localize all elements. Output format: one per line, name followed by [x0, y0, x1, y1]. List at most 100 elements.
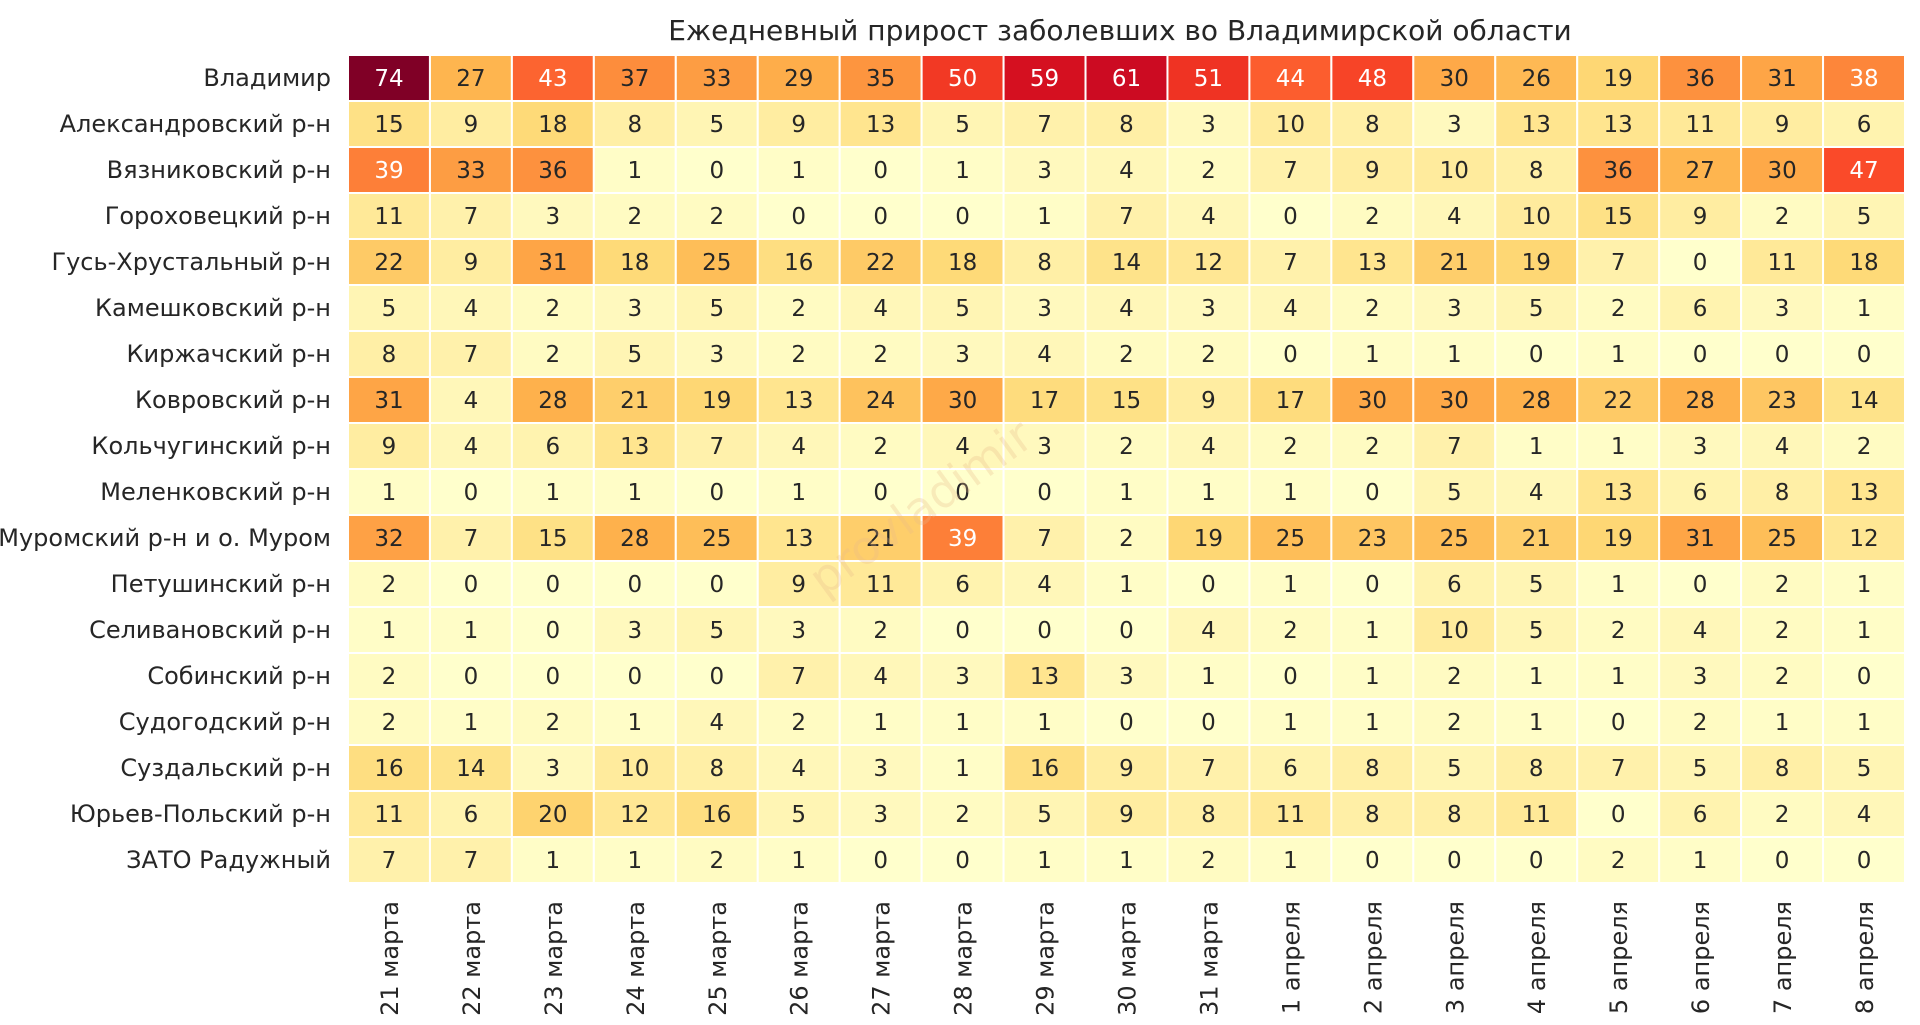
heatmap-cell: [592, 652, 677, 700]
cell-value-label: 0: [1857, 848, 1872, 874]
cell-value-label: 31: [1685, 526, 1714, 552]
cell-value-label: 5: [1857, 204, 1872, 230]
cell-value-label: 4: [1119, 296, 1134, 322]
heatmap-cell: [1576, 698, 1661, 746]
cell-value-label: 43: [538, 66, 567, 92]
cell-value-label: 1: [1529, 664, 1544, 690]
heatmap-cell: [920, 54, 1005, 102]
cell-value-label: 5: [1857, 756, 1872, 782]
cell-value-label: 1: [1283, 572, 1298, 598]
heatmap-cell: [1084, 284, 1169, 332]
cell-value-label: 12: [620, 802, 649, 828]
heatmap-cell: [674, 836, 759, 884]
cell-value-label: 25: [1276, 526, 1305, 552]
cell-value-label: 2: [1283, 618, 1298, 644]
cell-value-label: 9: [382, 434, 397, 460]
cell-value-label: 6: [1857, 112, 1872, 138]
cell-value-label: 0: [1201, 572, 1216, 598]
cell-value-label: 9: [1365, 158, 1380, 184]
chart-title: Ежедневный прирост заболевших во Владими…: [668, 14, 1572, 47]
cell-value-label: 2: [1775, 204, 1790, 230]
cell-value-label: 9: [791, 112, 806, 138]
heatmap-cell: [1658, 652, 1743, 700]
cell-value-label: 8: [1365, 756, 1380, 782]
cell-value-label: 1: [791, 848, 806, 874]
cell-value-label: 1: [791, 158, 806, 184]
heatmap-cell: [1822, 698, 1907, 746]
cell-value-label: 1: [1119, 480, 1134, 506]
heatmap-cell: [1494, 836, 1579, 884]
cell-value-label: 2: [1447, 664, 1462, 690]
heatmap-cell: [756, 514, 841, 562]
cell-value-label: 2: [1365, 204, 1380, 230]
cell-value-label: 18: [1849, 250, 1878, 276]
column-label: 8 апреля: [1851, 901, 1879, 1014]
cell-value-label: 32: [374, 526, 403, 552]
heatmap-cell: [1166, 146, 1251, 194]
heatmap-cell: [1002, 698, 1087, 746]
heatmap-cell: [1002, 330, 1087, 378]
column-label: 1 апреля: [1277, 901, 1305, 1014]
cell-value-label: 13: [1604, 112, 1633, 138]
row-label: Юрьев-Польский р-н: [70, 800, 331, 828]
cell-value-label: 3: [1037, 158, 1052, 184]
cell-value-label: 1: [464, 618, 479, 644]
cell-value-label: 12: [1194, 250, 1223, 276]
cell-value-label: 3: [1447, 112, 1462, 138]
cell-value-label: 0: [1857, 664, 1872, 690]
cell-value-label: 2: [709, 848, 724, 874]
cell-value-label: 27: [456, 66, 485, 92]
heatmap-cell: [1494, 330, 1579, 378]
heatmap-cell: [1330, 744, 1415, 792]
cell-value-label: 3: [873, 756, 888, 782]
heatmap-cell: [1248, 146, 1333, 194]
heatmap-cell: [1494, 698, 1579, 746]
cell-value-label: 2: [1693, 710, 1708, 736]
cell-value-label: 1: [1529, 710, 1544, 736]
row-label: Киржачский р-н: [127, 340, 331, 368]
cell-value-label: 0: [1119, 710, 1134, 736]
cell-value-label: 7: [1037, 112, 1052, 138]
heatmap-cell: [347, 744, 431, 792]
column-label: 6 апреля: [1687, 901, 1715, 1014]
cell-value-label: 6: [1283, 756, 1298, 782]
heatmap-cell: [920, 284, 1005, 332]
cell-value-label: 30: [948, 388, 977, 414]
cell-value-label: 5: [1529, 296, 1544, 322]
heatmap-cell: [838, 698, 923, 746]
cell-value-label: 1: [791, 480, 806, 506]
cell-value-label: 0: [1529, 342, 1544, 368]
row-labels: Владимир Александровский р-н Вязниковский …: [0, 64, 331, 874]
cell-value-label: 1: [1857, 296, 1872, 322]
cell-value-label: 5: [1529, 572, 1544, 598]
cell-value-label: 23: [1358, 526, 1387, 552]
cell-value-label: 2: [1365, 296, 1380, 322]
heatmap-cell: [428, 330, 513, 378]
cell-value-label: 0: [627, 664, 642, 690]
cell-value-label: 0: [709, 572, 724, 598]
cell-value-label: 2: [1447, 710, 1462, 736]
cell-value-label: 38: [1849, 66, 1878, 92]
cell-value-label: 39: [948, 526, 977, 552]
cell-value-label: 1: [627, 710, 642, 736]
cell-value-label: 36: [538, 158, 567, 184]
cell-value-label: 1: [1037, 710, 1052, 736]
cell-value-label: 4: [873, 664, 888, 690]
cell-value-label: 2: [1611, 296, 1626, 322]
heatmap-cell: [1248, 744, 1333, 792]
cell-value-label: 18: [538, 112, 567, 138]
heatmap-cell: [1494, 606, 1579, 654]
cell-value-label: 7: [709, 434, 724, 460]
heatmap-cell: [347, 376, 431, 424]
column-label: 23 марта: [540, 901, 568, 1016]
cell-value-label: 2: [1611, 848, 1626, 874]
cell-value-label: 4: [955, 434, 970, 460]
heatmap-cell: [1248, 330, 1333, 378]
cell-value-label: 16: [702, 802, 731, 828]
heatmap-cell: [1494, 146, 1579, 194]
cell-value-label: 7: [464, 342, 479, 368]
cell-value-label: 1: [1365, 342, 1380, 368]
heatmap-cell: [428, 284, 513, 332]
cell-value-label: 2: [546, 342, 561, 368]
cell-value-label: 61: [1112, 66, 1141, 92]
